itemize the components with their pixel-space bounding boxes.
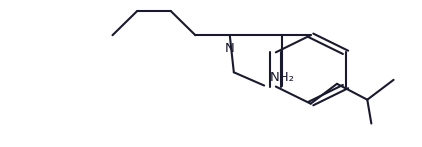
Text: N: N	[225, 42, 235, 55]
Text: NH₂: NH₂	[270, 71, 295, 84]
